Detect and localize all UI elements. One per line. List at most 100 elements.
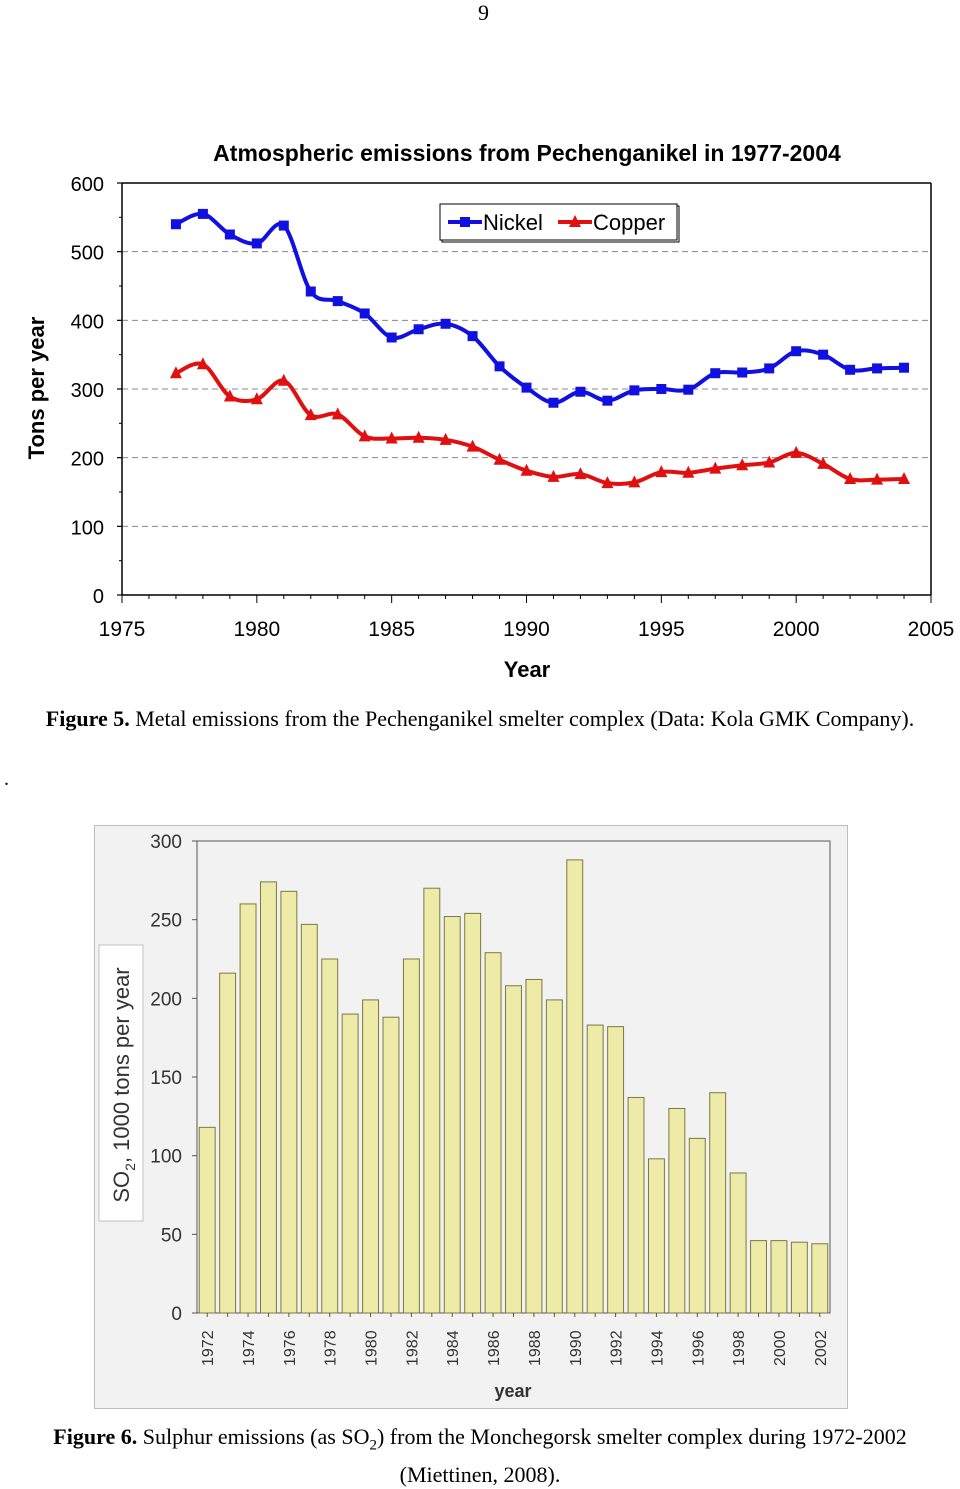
bar-1989 — [545, 999, 563, 1314]
series-nickel-point — [494, 361, 505, 372]
chart2-x-tick-label: 2000 — [772, 1330, 789, 1366]
bar-1980 — [362, 999, 380, 1314]
bar-1991 — [586, 1024, 604, 1314]
series-copper-point — [898, 471, 911, 484]
series-copper-line — [175, 361, 905, 486]
series-nickel-point — [332, 296, 343, 307]
bar-1998 — [729, 1172, 747, 1314]
chart1-y-tick-label: 300 — [71, 380, 104, 402]
chart1-y-tick-label: 400 — [71, 311, 104, 333]
bar-1978 — [321, 958, 339, 1314]
bar-1992 — [607, 1026, 625, 1314]
chart2-x-tick-label: 1974 — [241, 1330, 258, 1366]
series-copper-point — [169, 366, 182, 379]
bar-1999 — [750, 1240, 767, 1314]
bar-2001 — [790, 1241, 808, 1314]
series-nickel-point — [575, 386, 586, 397]
figure5-caption: Figure 5. Metal emissions from the Peche… — [0, 704, 960, 734]
series-copper-point — [628, 475, 641, 488]
series-nickel-point — [278, 220, 289, 231]
series-copper-point — [736, 458, 749, 471]
series-nickel-point — [305, 286, 316, 297]
series-copper-point — [655, 465, 668, 478]
chart2-x-tick-label: 1976 — [282, 1330, 299, 1366]
series-nickel-point — [386, 332, 397, 343]
series-nickel-point — [224, 229, 235, 240]
bar-1972 — [198, 1126, 216, 1314]
series-nickel-point — [845, 364, 856, 375]
legend-nickel-marker — [460, 217, 470, 227]
series-nickel-point — [764, 363, 775, 374]
series-copper-point — [790, 445, 803, 458]
bar-1995 — [668, 1107, 686, 1314]
chart2-x-tick-label: 1992 — [609, 1330, 626, 1366]
chart2-x-tick-label: 1972 — [200, 1330, 217, 1366]
chart2-x-tick-label: 1984 — [445, 1330, 462, 1366]
chart2-x-tick-label: 1982 — [404, 1330, 421, 1366]
figure5-caption-text: Metal emissions from the Pechenganikel s… — [135, 706, 915, 731]
chart2-x-tick-label: 1998 — [731, 1330, 748, 1366]
bar-1988 — [525, 978, 543, 1314]
chart2-y-tick-label: 300 — [150, 832, 182, 853]
chart2-y-tick-label: 200 — [150, 989, 182, 1010]
series-copper-point — [223, 389, 236, 402]
chart2-x-tick-label: 2002 — [813, 1330, 830, 1366]
figure6-caption-post: ) from the Monchegorsk smelter complex d… — [376, 1424, 907, 1488]
series-nickel-point — [737, 367, 748, 378]
bar-1996 — [688, 1137, 706, 1314]
series-nickel-point — [440, 318, 451, 329]
series-copper-point — [196, 357, 209, 370]
series-copper-point — [817, 456, 830, 469]
chart1-title: Atmospheric emissions from Pechenganikel… — [213, 140, 841, 166]
series-nickel-point — [710, 368, 721, 379]
figure6-caption-label: Figure 6. — [53, 1424, 138, 1449]
chart1-x-tick-label: 1975 — [99, 618, 146, 641]
legend-copper-marker — [569, 215, 581, 227]
chart2-x-tick-label: 1988 — [527, 1330, 544, 1366]
chart1-x-tick-label: 2000 — [773, 618, 820, 641]
chart1-x-tick-label: 1995 — [638, 618, 685, 641]
chart1-y-tick-label: 100 — [71, 517, 104, 539]
series-nickel-point — [467, 331, 478, 342]
chart2-x-tick-label: 1996 — [690, 1330, 707, 1366]
chart1-x-axis-label: Year — [504, 657, 551, 682]
series-copper-point — [871, 472, 884, 485]
bar-1979 — [341, 1013, 359, 1314]
bar-2002 — [811, 1243, 829, 1314]
series-copper-point — [304, 408, 317, 421]
chart-pechenganikel-emissions: Atmospheric emissions from Pechenganikel… — [24, 140, 954, 682]
series-copper-point — [412, 430, 425, 443]
bar-1990 — [566, 859, 584, 1314]
chart1-y-tick-label: 500 — [71, 243, 104, 265]
series-nickel-point — [899, 362, 910, 373]
series-copper-point — [844, 471, 857, 484]
bar-1983 — [423, 887, 441, 1314]
series-nickel-point — [413, 324, 424, 335]
series-nickel-point — [251, 238, 262, 249]
series-nickel-line — [175, 211, 905, 405]
bar-1973 — [219, 972, 237, 1314]
series-copper-point — [682, 465, 695, 478]
chart2-x-tick-label: 1994 — [649, 1330, 666, 1366]
chart1-legend: Nickel Copper — [439, 203, 680, 243]
bar-1977 — [300, 923, 318, 1314]
bar-1987 — [505, 985, 522, 1314]
series-nickel-point — [359, 308, 370, 319]
chart2-y-tick-label: 150 — [150, 1068, 182, 1089]
series-nickel-point — [818, 349, 829, 360]
chart2-y-axis-label-box: SO2, 1000 tons per year — [98, 944, 144, 1222]
bar-1981 — [382, 1016, 400, 1314]
chart2-x-tick-label: 1980 — [364, 1330, 381, 1366]
chart-monchegorsk-so2-emissions: 0 50 100 150 200 250 300 1972 1974 1976 1978 1980 1… — [98, 832, 831, 1401]
bar-1982 — [402, 958, 420, 1314]
bar-1974 — [239, 903, 257, 1314]
chart1-y-tick-label: 600 — [71, 174, 104, 196]
series-nickel-point — [656, 384, 667, 394]
chart2-ylabel-post: , 1000 tons per year — [109, 967, 134, 1163]
chart2-y-tick-label: 0 — [171, 1304, 182, 1325]
series-copper-point — [439, 432, 452, 445]
chart1-y-tick-label: 0 — [93, 586, 104, 608]
bar-2000 — [770, 1240, 788, 1314]
series-copper-point — [358, 429, 371, 442]
series-nickel-point — [602, 395, 613, 406]
